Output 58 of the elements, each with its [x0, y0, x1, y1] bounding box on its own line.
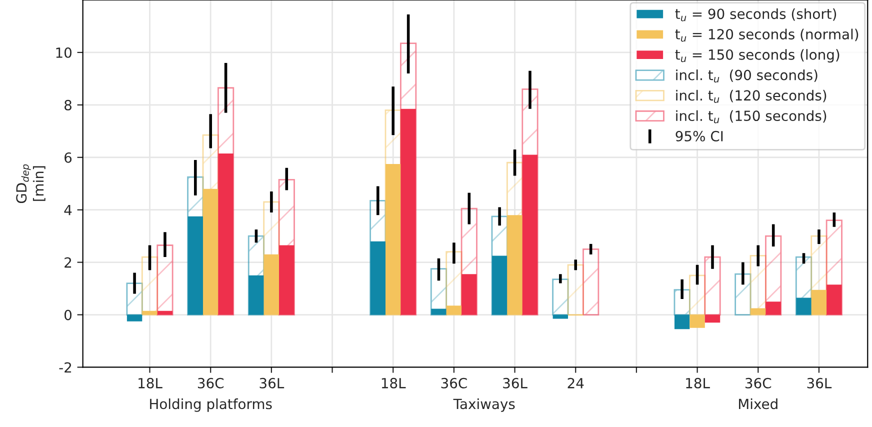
x-tick-label: 36C: [198, 378, 224, 388]
bar: [674, 314, 690, 330]
x-tick-label: 18L: [382, 378, 406, 388]
x-tick-label: 36C: [746, 378, 772, 388]
legend-label: t$_{u}$ = 90 seconds (short): [675, 8, 836, 22]
bar: [126, 314, 142, 322]
bar: [218, 153, 234, 315]
legend-label: incl. t$_{u}$ (90 seconds): [676, 70, 818, 82]
bar: [582, 248, 600, 316]
y-tick-label: 0: [64, 310, 72, 320]
bar: [552, 278, 569, 316]
y-axis-title: GD$_{dep}$ [min]: [16, 164, 46, 204]
x-tick-label: 36L: [260, 378, 284, 388]
bar: [202, 188, 218, 315]
bar: [811, 290, 827, 315]
bar: [370, 241, 386, 315]
bar: [386, 164, 401, 315]
y-tick-label: 6: [64, 152, 72, 163]
legend-label: incl. t$_{u}$ (150 seconds): [676, 110, 826, 124]
x-tick-label: 36L: [503, 378, 528, 388]
bar: [279, 245, 294, 315]
x-tick-label: 18L: [138, 378, 162, 388]
x-tick-label: 36L: [807, 378, 832, 388]
y-tick-label: 8: [64, 100, 72, 110]
bar: [142, 310, 158, 315]
bar: [766, 302, 781, 315]
bar: [188, 216, 203, 315]
x-tick-label: 18L: [686, 378, 710, 388]
bar: [704, 314, 720, 323]
text: Mixed: [739, 398, 778, 410]
bar: [690, 314, 705, 328]
bar: [400, 108, 416, 315]
y-tick-label: 10: [56, 47, 72, 58]
bar: [248, 275, 264, 315]
legend-label: t$_{u}$ = 120 seconds (normal): [675, 28, 858, 42]
bar: [492, 256, 508, 315]
bar: [750, 308, 766, 315]
bar: [507, 215, 522, 315]
bar: [446, 306, 462, 315]
text: Holding platforms: [150, 398, 272, 412]
bar: [796, 298, 812, 315]
y-tick-label: 4: [64, 204, 72, 216]
text: Taxiways: [453, 398, 515, 412]
bar: [462, 274, 477, 315]
y-tick-label: -2: [59, 362, 72, 372]
legend-label: incl. t$_{u}$ (120 seconds): [676, 90, 826, 103]
bar: [826, 284, 842, 315]
annotation: 95% CI: [676, 130, 723, 142]
bar: [156, 244, 174, 316]
y-tick-label: 2: [64, 257, 72, 268]
bar: [522, 154, 538, 315]
x-tick-label: 36C: [441, 378, 467, 388]
bar: [704, 256, 721, 316]
legend-label: t$_{u}$ = 150 seconds (long): [675, 49, 840, 63]
bar: [431, 308, 446, 315]
x-tick-label: 24: [568, 378, 584, 388]
bar: [157, 310, 173, 315]
bar: [264, 254, 280, 315]
